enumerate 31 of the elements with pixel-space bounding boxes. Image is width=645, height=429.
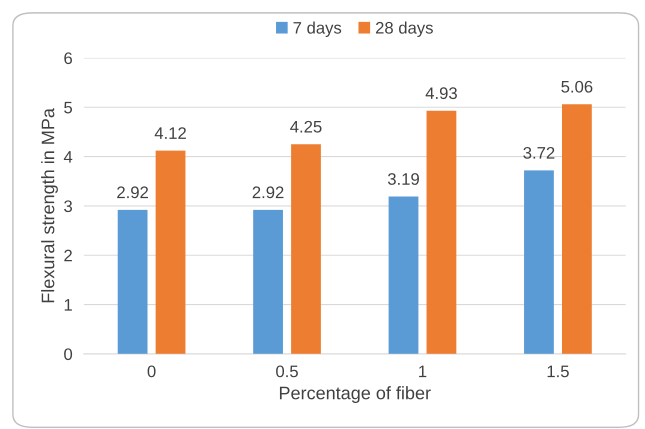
- bar: [291, 144, 321, 354]
- data-label: 3.19: [388, 173, 419, 185]
- y-tick-label: 6: [64, 52, 72, 64]
- x-axis-title: Percentage of fiber: [280, 386, 431, 403]
- y-axis-title: Flexural strength in MPa: [41, 108, 58, 302]
- bar: [118, 210, 148, 354]
- bar: [253, 210, 283, 354]
- x-tick-label: 0: [148, 365, 156, 378]
- x-tick-label: 1.5: [548, 366, 569, 378]
- legend-label: 28 days: [376, 21, 433, 37]
- y-tick-label: 4: [64, 151, 72, 163]
- x-tick-label: 0.5: [276, 365, 298, 378]
- y-tick-label: 2: [64, 250, 72, 262]
- data-label: 4.25: [290, 120, 322, 133]
- bar: [426, 110, 456, 354]
- data-label: 5.06: [561, 80, 592, 93]
- bar: [562, 104, 592, 354]
- y-tick-label: 3: [64, 200, 72, 212]
- y-tick-label: 5: [64, 102, 72, 114]
- data-label: 4.93: [426, 87, 457, 100]
- bar: [156, 150, 186, 354]
- data-label: 4.12: [154, 127, 186, 139]
- data-label: 2.92: [117, 186, 148, 198]
- bar: [524, 170, 554, 354]
- bar: [388, 196, 418, 354]
- y-tick-label: 1: [64, 299, 72, 311]
- data-label: 2.92: [252, 186, 284, 198]
- y-tick-label: 0: [64, 348, 72, 360]
- legend-label: 7 days: [294, 21, 342, 37]
- x-tick-label: 1: [419, 366, 426, 378]
- data-label: 3.72: [523, 146, 554, 159]
